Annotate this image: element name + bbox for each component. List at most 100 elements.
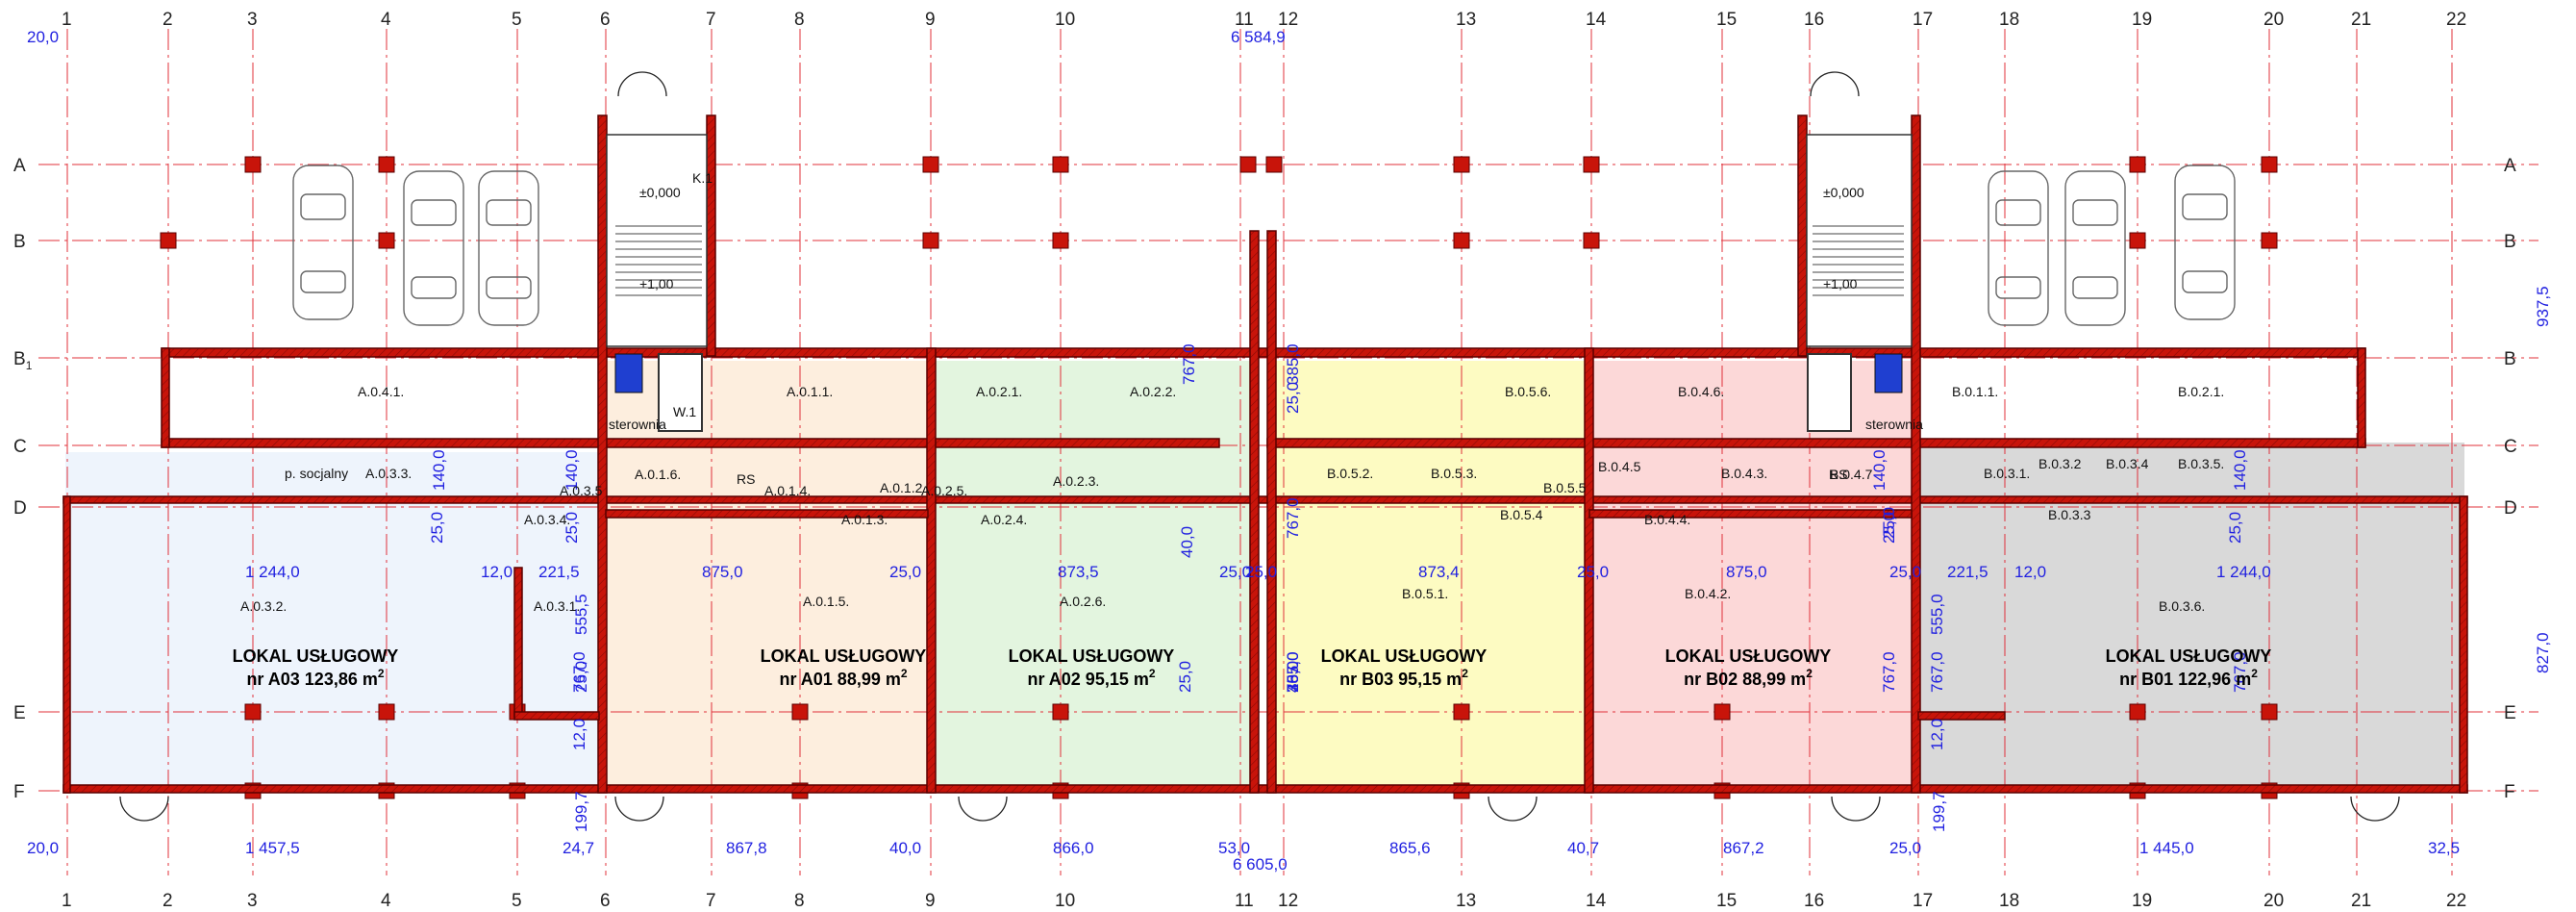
room-label: A.0.2.3. [1053,473,1099,489]
grid-row-label-right: D [2504,498,2517,519]
dim-label: 25,0 [1880,507,1898,539]
dim-label: 25,0 [1889,839,1921,857]
unit-area: nr A01 88,99 m2 [779,667,907,689]
wall-col16 [1797,114,1808,357]
grid-col-label-bottom: 11 [1235,891,1254,911]
structural-column [378,232,395,249]
structural-column [1453,232,1470,249]
structural-column [378,703,395,721]
grid-col-label-top: 16 [1804,10,1824,30]
dim-label: 767,0 [1880,651,1898,693]
dim-label: 873,4 [1418,563,1460,581]
structural-column [2261,156,2278,173]
dim-label: 25,0 [1889,563,1921,581]
grid-col-label-top: 14 [1586,10,1607,30]
stair-level-label: ±0,000 [1823,185,1864,200]
grid-col-label-top: 17 [1913,10,1933,30]
dim-label: 221,5 [538,563,580,581]
room-label: A.0.3.4. [524,512,570,527]
grid-col-label-bottom: 6 [600,891,611,911]
structural-column [1713,703,1731,721]
grid-col-label-top: 19 [2132,10,2152,30]
grid-col-label-bottom: 10 [1055,891,1075,911]
unit-area: nr B03 95,15 m2 [1339,667,1468,689]
grid-col-label-top: 12 [1278,10,1298,30]
dim-label: 875,0 [1726,563,1767,581]
unit-area: nr A02 95,15 m2 [1027,667,1155,689]
zone-b02 [1589,361,1916,791]
door-swing [1488,796,1513,822]
dim-label: 767,0 [1284,651,1302,693]
dim-label: 25,0 [1284,382,1302,414]
wall-block-row [605,347,1914,358]
room-label: A.0.4.1. [358,384,404,399]
grid-col-label-bottom: 16 [1804,891,1824,911]
parking-cars [292,165,2236,326]
dim-label: 385,0 [1284,651,1302,693]
unit-area: nr B01 122,96 m2 [2119,667,2258,689]
wall-a031b [513,711,600,721]
wall-outer-left [63,495,71,794]
wall-outer-right [2459,495,2468,794]
unit-title: LOKAL USŁUGOWY [1321,646,1488,666]
grid-col-label-top: 1 [62,10,72,30]
dim-label: 221,5 [1947,563,1988,581]
grid-row-label-right: B [2504,232,2516,252]
room-label: A.0.3.2. [240,598,287,614]
grid-col-label-top: 20 [2263,10,2284,30]
grid-col-label-top: 3 [247,10,258,30]
structural-column [1052,232,1069,249]
stair-level-label: +1,00 [1823,276,1858,291]
room-label: A.0.2.6. [1060,594,1106,609]
dim-label: 12,0 [570,719,588,750]
grid-col-label-top: 11 [1235,10,1254,30]
room-label: K.1 [692,170,713,186]
room-label: B.0.3.4 [2106,456,2149,471]
room-label: B.0.4.2. [1685,586,1731,601]
wall-col6 [597,114,608,794]
dim-label: 53,0 [1218,839,1250,857]
dim-label: 1 445,0 [2139,839,2194,857]
dim-label: 24,7 [563,839,594,857]
dim-label: 873,5 [1058,563,1099,581]
grid-col-label-top: 2 [163,10,173,30]
grid-row-label-right: E [2504,703,2516,723]
structural-column [1052,156,1069,173]
structural-column [244,703,262,721]
structural-column [1583,232,1600,249]
room-label: B.0.5.1. [1402,586,1448,601]
wall-col11-left [1249,230,1260,794]
dim-label: 867,2 [1723,839,1764,857]
grid-row-label-left: B1 [13,349,33,372]
room-label: A.0.3.3. [365,466,412,481]
grid-col-label-bottom: 8 [794,891,805,911]
dim-label: 40,0 [1178,526,1196,558]
room-label: A.0.1.1. [787,384,833,399]
dim-label: 385,0 [1284,343,1302,385]
door-swing [1512,796,1538,822]
structural-column [791,703,809,721]
room-label: B.0.5.6. [1505,384,1551,399]
room-label: p. socjalny [285,466,348,481]
grid-row-label-right: C [2504,437,2517,457]
grid-col-label-top: 9 [925,10,936,30]
wall-upper-front-left [161,347,605,358]
right-upper-dim: 937,5 [2534,286,2552,327]
doors [119,71,2400,822]
unit-area: nr B02 88,99 m2 [1684,667,1813,689]
dim-label: 25,0 [1577,563,1609,581]
dim-label: 1 244,0 [245,563,300,581]
grid-col-label-top: 7 [706,10,716,30]
door-swing [1855,796,1881,822]
room-label: A.0.2.5. [921,483,967,498]
wall-col7 [706,114,716,357]
wall-upper-right-row [1266,438,2366,448]
structural-column [378,156,395,173]
structural-column [2129,703,2146,721]
structural-column [1453,156,1470,173]
dim-label: 32,5 [2428,839,2460,857]
grid-row-label-right: B [2504,349,2516,369]
room-label: B.0.3.3 [2048,507,2091,522]
dim-label: 25,0 [1219,563,1251,581]
door-swing [1834,71,1860,97]
